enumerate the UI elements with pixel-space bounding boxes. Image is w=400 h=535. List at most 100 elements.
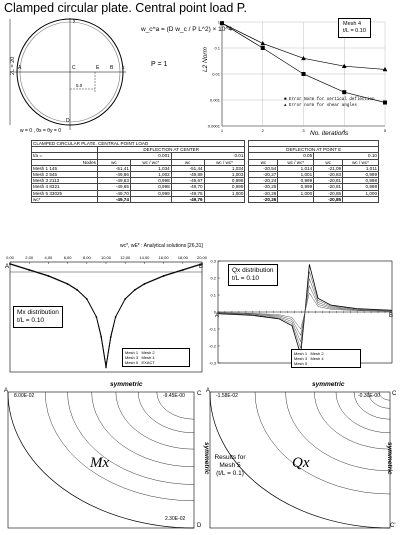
point-e-label: E — [96, 65, 100, 71]
table-subheader-row: Nodes wc wc / wc* wc wc / wc* wc wc / wc… — [31, 158, 379, 166]
mx-point — [124, 298, 127, 300]
mx-x-tick: 14,00 — [139, 255, 150, 260]
mx-symmetric-label: symmetric — [110, 381, 143, 388]
mx-contour-line — [156, 391, 195, 420]
mx-point — [181, 269, 184, 271]
mx-contour-line — [91, 391, 195, 467]
deflection-formula: w_c^a = (D w_c / P L^2) × 10^4 — [141, 26, 233, 33]
point-d-label: D — [66, 118, 70, 124]
mx-contour-value-tr: -9.45E-00 — [163, 393, 185, 399]
mx-point — [9, 263, 11, 265]
conv-x-tick: 4 — [343, 128, 346, 133]
load-label: P = 1 — [151, 61, 168, 68]
qx-contour — [209, 391, 391, 529]
qx-legend-mesh2: Mesh 2 — [310, 351, 324, 356]
mx-contour-boundary — [7, 391, 195, 529]
boundary-condition: w = 0 , θx = θy = 0 — [20, 128, 61, 134]
mx-legend-mesh5: Mesh 5 — [125, 360, 139, 365]
qx-subtitle: t/L = 0.10 — [232, 275, 260, 282]
qx-series-line — [217, 292, 393, 330]
conv-tl-label: t/L = 0.10 — [343, 28, 366, 34]
conv-x-tick: 5 — [384, 128, 387, 133]
table-footnote: wc*, wE* : Analytical solutions [26,31] — [120, 243, 203, 249]
conv-y-tick: 0.1 — [214, 46, 220, 51]
mx-title-box: Mx distribution t/L = 0.10 — [13, 306, 63, 328]
qx-y-tick: -0.3 — [209, 361, 217, 366]
conv-point-triangle — [301, 55, 306, 61]
header-center: DEFLECTION AT CENTER — [96, 146, 246, 154]
mx-point — [66, 283, 69, 285]
table-header-row: DEFLECTION AT CENTER DEFLECTION AT POINT… — [31, 146, 379, 154]
mx-point — [133, 289, 136, 291]
conv-y-tick: 0.001 — [210, 98, 221, 103]
mx-legend-mesh1: Mesh 1 — [125, 350, 139, 355]
table-cell: -20,54 — [248, 164, 279, 173]
mx-contour-line — [67, 391, 195, 485]
qx-title: Qx distribution — [232, 267, 274, 274]
table-cell: -20,27 — [248, 170, 279, 179]
conv-x-tick: 1 — [221, 128, 224, 133]
mx-contour-a: A — [4, 388, 9, 394]
mx-x-tick: 2,00 — [25, 255, 34, 260]
mx-point — [105, 366, 107, 368]
mx-x-tick: 6,00 — [64, 255, 73, 260]
mx-contour — [7, 391, 195, 529]
mx-x-tick: 8,00 — [83, 255, 92, 260]
conv-x-tick: 2 — [262, 128, 265, 133]
diameter-label: 2L = 20 — [10, 57, 16, 75]
conv-point-square — [260, 46, 265, 50]
qx-contour-line — [314, 391, 391, 450]
header-e: DEFLECTION AT POINT E — [248, 146, 379, 154]
qx-contour-line — [379, 391, 391, 401]
mx-x-tick: 12,00 — [120, 255, 131, 260]
conv-point-triangle — [219, 20, 225, 25]
qx-contour-value-tl: -1.58E-02 — [216, 393, 238, 399]
point-c-label: C — [72, 65, 76, 71]
mx-point — [114, 316, 117, 318]
mx-contour-line — [45, 391, 195, 501]
mx-point — [201, 263, 203, 265]
conv-legend-triangle-icon: ▲ — [284, 104, 290, 108]
mx-contour-value-br: 2.30E-02 — [165, 516, 186, 522]
mx-point — [100, 336, 103, 338]
point-a-label: A — [18, 65, 22, 71]
qx-y-tick: -0.2 — [209, 344, 217, 349]
conv-xlabel: No. iterations — [310, 130, 349, 137]
qx-symmetric-label: symmetric — [312, 381, 345, 388]
table-cell: -20,25 — [248, 183, 279, 191]
qx-y-tick: 0.2 — [210, 276, 216, 281]
mx-point — [76, 289, 79, 291]
mx-point — [85, 298, 88, 300]
conv-y-tick: 0.0001 — [208, 124, 221, 129]
qx-legend-mesh5: Mesh 5 — [294, 361, 308, 366]
plate-diagram: 2L = 20 y x A B C D E 5.0 — [9, 18, 126, 130]
conv-legend-square-icon: ■ — [284, 98, 290, 102]
conv-point-triangle — [382, 66, 388, 72]
qx-title-box: Qx distribution t/L = 0.10 — [228, 264, 278, 286]
qx-label-a: A — [215, 313, 220, 319]
mx-x-tick: 10,00 — [101, 255, 112, 260]
qx-y-tick: -0.1 — [209, 327, 217, 332]
mx-legend: Mesh 1 Mesh 2 Mesh 3 Mesh 4 Mesh 5 EXACT — [122, 348, 190, 367]
mx-contour-value-tl: 8.00E-02 — [14, 393, 35, 399]
mx-contour-c: C — [197, 391, 202, 397]
qx-contour-a: A — [206, 388, 211, 394]
mx-label-a: A — [5, 264, 10, 270]
conv-point-triangle — [260, 40, 266, 46]
results-note: Results for Mesh 5 (t/L = 0.1) — [214, 454, 246, 477]
table-cell: -20,24 — [248, 177, 279, 185]
conv-mesh-label: Mesh 4 — [343, 21, 362, 27]
mx-legend-mesh3: Mesh 3 — [125, 355, 139, 360]
conv-point-triangle — [341, 63, 347, 68]
axis-y-label: y — [73, 18, 76, 24]
qx-contour-line — [353, 391, 391, 420]
conv-x-tick: 3 — [302, 128, 305, 133]
qx-contour-line — [254, 391, 391, 495]
table-title: CLAMPED CIRCULAR PLATE. CENTRAL POINT LO… — [30, 139, 246, 148]
conv-legend-item-2: ▲ Error norm for shear angles — [284, 104, 357, 108]
mx-x-tick: 18,00 — [178, 255, 189, 260]
mx-subtitle: t/L = 0.10 — [17, 317, 45, 324]
qx-contour-cp: C' — [390, 523, 396, 529]
mx-x-tick: 4,00 — [45, 255, 54, 260]
